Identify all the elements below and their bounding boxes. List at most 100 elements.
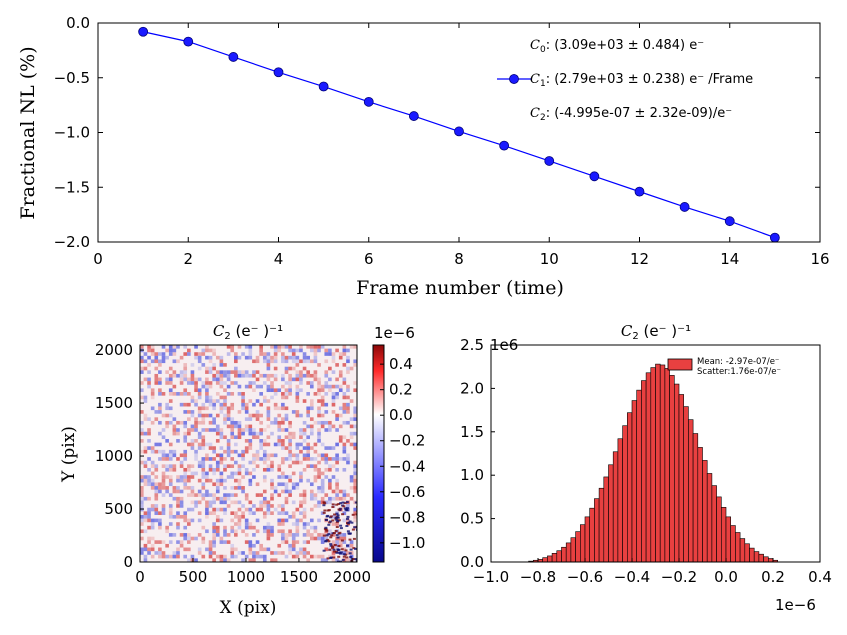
heatmap-cell xyxy=(288,348,292,353)
heatmap-cell xyxy=(223,399,227,403)
heatmap-cell xyxy=(161,464,166,468)
heatmap-cell xyxy=(143,514,148,519)
heatmap-cell xyxy=(165,424,169,429)
heatmap-cell xyxy=(150,478,155,483)
heatmap-cell xyxy=(215,453,220,458)
heatmap-cell xyxy=(205,366,209,371)
heatmap-cell xyxy=(281,345,285,349)
histogram-legend-scatter: Scatter:1.76e-07/e⁻ xyxy=(697,367,781,377)
heatmap-cell xyxy=(165,457,169,461)
heatmap-cell xyxy=(306,381,310,385)
heatmap-cell xyxy=(349,345,354,349)
heatmap-cell xyxy=(309,533,314,537)
heatmap-cell xyxy=(179,377,184,382)
heatmap-cell xyxy=(197,366,202,371)
heatmap-cell xyxy=(324,500,329,505)
heatmap-cell xyxy=(241,402,245,407)
histogram-bar xyxy=(688,419,694,563)
heatmap-cell xyxy=(288,435,292,440)
heatmap-cell xyxy=(172,486,177,490)
heatmap-cell xyxy=(288,366,292,371)
heatmap-cell xyxy=(277,406,282,411)
heatmap-cell xyxy=(150,348,155,353)
heatmap-cell xyxy=(259,420,263,425)
heatmap-cell xyxy=(346,493,350,497)
heatmap-cell xyxy=(161,449,166,454)
heatmap-cell xyxy=(143,464,148,468)
heatmap-cell xyxy=(331,399,336,403)
heatmap-cell xyxy=(226,410,231,414)
heatmap-cell xyxy=(255,507,260,512)
heatmap-cell xyxy=(205,392,209,396)
heatmap-cell xyxy=(161,435,166,440)
histogram-bar xyxy=(749,547,755,563)
heatmap-cell xyxy=(215,392,220,396)
heatmap-cell xyxy=(270,467,274,472)
histogram-panel: C2 (e⁻ )⁻¹ 1e6 −1.0 −0.8 −0.6 −0.4 −0.2 0.0 0.… xyxy=(460,322,832,614)
heatmap-cell xyxy=(194,399,198,403)
heatmap-cell xyxy=(255,417,260,421)
heatmap-cell xyxy=(342,467,347,472)
heatmap-cell xyxy=(299,388,303,393)
histogram-x-multiplier: 1e−6 xyxy=(775,596,816,614)
heatmap-cell xyxy=(273,489,278,494)
heatmap-cell xyxy=(342,540,347,544)
heatmap-cell xyxy=(208,446,213,450)
heatmap-cell xyxy=(212,428,216,432)
heatmap-cell xyxy=(317,518,321,523)
heatmap-cell xyxy=(335,522,339,526)
heatmap-cell xyxy=(277,482,282,487)
heatmap-cell xyxy=(154,467,159,472)
heatmap-cell xyxy=(317,384,321,389)
heatmap-cell xyxy=(215,439,220,443)
heatmap-cell xyxy=(190,424,195,429)
heatmap-cell xyxy=(197,395,202,400)
histogram-bar xyxy=(673,383,680,563)
heatmap-cell xyxy=(205,370,209,374)
heatmap-cell xyxy=(230,457,235,461)
heatmap-cell xyxy=(194,457,198,461)
heatmap-cell xyxy=(161,554,166,559)
heatmap-cell xyxy=(147,514,151,519)
heatmap-cell xyxy=(331,475,336,479)
heatmap-cell xyxy=(324,558,329,562)
heatmap-cell xyxy=(281,482,285,487)
heatmap-cell xyxy=(154,486,159,490)
heatmap-cell xyxy=(309,345,314,349)
heatmap-cell xyxy=(230,402,235,407)
heatmap-cell xyxy=(291,522,296,526)
heatmap-cell xyxy=(353,486,357,490)
heatmap-cell xyxy=(313,370,318,374)
heatmap-cell xyxy=(317,388,321,393)
heatmap-cell xyxy=(244,428,249,432)
heatmap-cell xyxy=(208,399,213,403)
heatmap-cell xyxy=(248,525,253,530)
heatmap-cell xyxy=(338,489,343,494)
heatmap-x-tick-label: 1000 xyxy=(227,568,265,586)
heatmap-cell xyxy=(215,533,220,537)
heatmap-cell xyxy=(223,496,227,501)
heatmap-cell xyxy=(150,504,155,508)
heatmap-cell xyxy=(252,381,256,385)
heatmap-cell xyxy=(273,406,278,411)
heatmap-cell xyxy=(266,399,271,403)
heatmap-cell xyxy=(212,352,216,356)
heatmap-cell xyxy=(284,388,289,393)
heatmap-cell xyxy=(208,493,213,497)
heatmap-cell xyxy=(284,533,289,537)
heatmap-cell xyxy=(212,446,216,450)
heatmap-cell xyxy=(259,348,263,353)
heatmap-cell xyxy=(327,533,331,536)
heatmap-cell xyxy=(226,424,231,429)
heatmap-cell xyxy=(154,507,159,512)
heatmap-cell xyxy=(338,406,343,411)
heatmap-cell xyxy=(237,522,242,526)
heatmap-cell xyxy=(212,529,216,534)
heatmap-cell xyxy=(255,464,260,468)
heatmap-cell xyxy=(342,505,346,508)
heatmap-cell xyxy=(309,446,314,450)
heatmap-cell xyxy=(212,496,216,501)
heatmap-cell xyxy=(158,511,162,515)
heatmap-cell xyxy=(223,533,227,537)
heatmap-cell xyxy=(320,486,325,490)
